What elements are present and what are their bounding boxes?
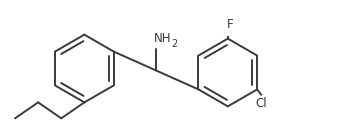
Text: 2: 2: [171, 39, 177, 49]
Text: Cl: Cl: [255, 97, 267, 110]
Text: F: F: [226, 18, 233, 32]
Text: NH: NH: [154, 32, 172, 45]
